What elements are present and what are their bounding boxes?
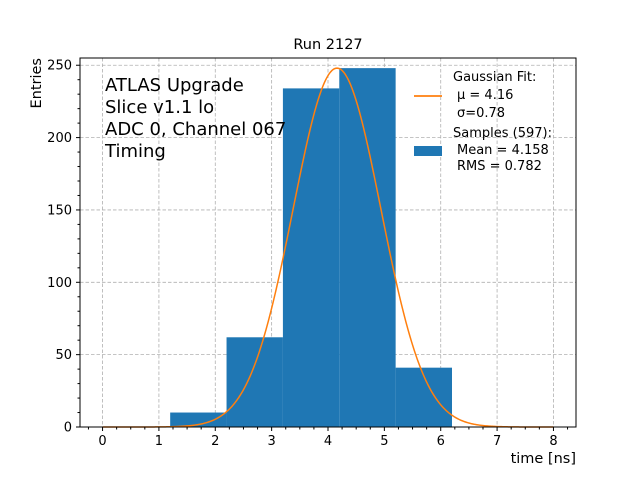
- legend-fit-line-2: μ = 4.16: [457, 88, 513, 103]
- legend-fit-line-3: σ=0.78: [457, 106, 505, 121]
- chart-annotation: ATLAS Upgrade Slice v1.1 lo ADC 0, Chann…: [104, 75, 286, 162]
- y-tick-label: 200: [47, 131, 72, 146]
- gaussian-fit-curve: [102, 67, 554, 428]
- x-tick-label: 7: [493, 434, 501, 449]
- legend-fit-line-1: Gaussian Fit:: [453, 70, 536, 85]
- histogram-bar: [170, 412, 227, 427]
- y-tick-label: 50: [55, 348, 72, 363]
- legend-samples-line-2: Mean = 4.158: [457, 143, 549, 158]
- x-tick-label: 4: [324, 434, 332, 449]
- histogram-bars: [170, 68, 452, 428]
- annotation-line-4: Timing: [104, 141, 166, 162]
- axis-ticks: 0 1 2 3 4 5 6 7 8 0 50 100 150 200 250: [47, 59, 569, 449]
- x-tick-label: 6: [437, 434, 445, 449]
- x-tick-label: 0: [98, 434, 106, 449]
- annotation-line-1: ATLAS Upgrade: [105, 75, 244, 96]
- histogram-bar: [339, 68, 396, 428]
- x-tick-label: 5: [380, 434, 388, 449]
- x-tick-label: 2: [211, 434, 219, 449]
- annotation-line-2: Slice v1.1 lo: [105, 97, 214, 118]
- y-tick-label: 150: [47, 203, 72, 218]
- y-tick-label: 0: [64, 421, 72, 436]
- chart-title: Run 2127: [293, 37, 362, 53]
- x-tick-label: 3: [267, 434, 275, 449]
- histogram-bar: [226, 337, 283, 427]
- x-axis-label: time [ns]: [511, 451, 576, 467]
- y-tick-label: 250: [47, 59, 72, 74]
- legend: Gaussian Fit: μ = 4.16 σ=0.78 Samples (5…: [414, 70, 552, 174]
- x-tick-label: 8: [549, 434, 557, 449]
- legend-samples-line-1: Samples (597):: [453, 126, 552, 141]
- y-axis-label: Entries: [29, 58, 45, 109]
- histogram-bar: [282, 88, 340, 427]
- annotation-line-3: ADC 0, Channel 067: [105, 119, 286, 140]
- x-tick-label: 1: [155, 434, 163, 449]
- legend-samples-line-3: RMS = 0.782: [457, 159, 542, 174]
- y-tick-label: 100: [47, 276, 72, 291]
- legend-samples-swatch: [414, 146, 442, 156]
